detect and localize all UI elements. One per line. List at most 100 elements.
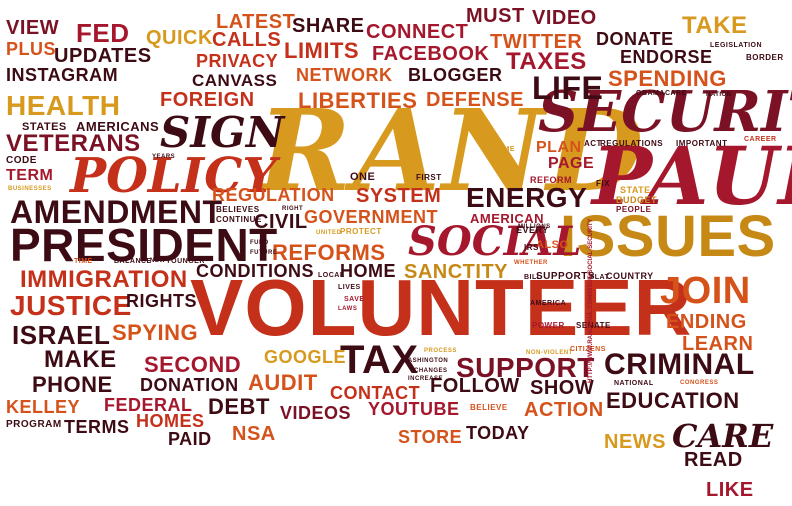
word-term: TERM: [6, 167, 54, 184]
word-also: ALSO: [536, 239, 569, 251]
word-millions: MILLIONS: [518, 224, 551, 230]
word-sanctity: SANCTITY: [404, 261, 508, 283]
word-act: ACT: [584, 139, 602, 148]
word-videos: VIDEOS: [280, 403, 352, 423]
word-congress: CONGRESS: [680, 380, 719, 386]
word-updates: UPDATES: [54, 45, 152, 67]
word-people: PEOPLE: [616, 205, 652, 214]
word-show: SHOW: [530, 377, 595, 399]
word-system: SYSTEM: [356, 185, 442, 207]
word-obamacare: OBAMACARE: [636, 90, 687, 97]
word-endorse: ENDORSE: [620, 47, 713, 67]
word-spending: SPENDING: [608, 66, 727, 91]
word-debt: DEBT: [208, 394, 270, 419]
word-states: STATES: [22, 121, 67, 133]
word-today: TODAY: [466, 423, 530, 443]
word-phone: PHONE: [32, 372, 113, 397]
word-health: HEALTH: [6, 90, 121, 121]
word-support: SUPPORT: [456, 352, 595, 383]
word-view: VIEW: [6, 17, 60, 39]
word-fix: FIX: [596, 179, 610, 188]
word-regulations: REGULATIONS: [600, 139, 664, 148]
word-limits: LIMITS: [284, 38, 360, 63]
word-join: JOIN: [660, 270, 751, 312]
word-civil: CIVIL: [254, 211, 308, 233]
word-sign: SIGN: [160, 108, 285, 157]
word-united: UNITED: [316, 230, 342, 236]
word-citizens: CITIZENS: [570, 346, 606, 353]
word-president: PRESIDENT: [10, 219, 278, 271]
word-national: NATIONAL: [614, 380, 654, 387]
word-right: RIGHT: [282, 206, 304, 212]
word-read: READ: [684, 449, 743, 471]
word-rights: RIGHTS: [126, 291, 198, 311]
word-fund: FUND: [250, 240, 269, 246]
word-must: MUST: [466, 5, 525, 27]
word-reforms: REFORMS: [272, 240, 386, 265]
word-google: GOOGLE: [264, 347, 347, 367]
word-news: NEWS: [604, 431, 666, 453]
word-plus: PLUS: [6, 39, 57, 59]
word-energy: ENERGY: [466, 182, 588, 213]
word-budget: BUDGET: [616, 195, 657, 205]
word-network: NETWORK: [296, 65, 393, 85]
word-plan: PLAN: [536, 139, 582, 156]
word-american: AMERICAN: [470, 211, 545, 226]
word-criminal: CRIMINAL: [604, 348, 755, 381]
word-washington: WASHINGTON: [402, 358, 449, 364]
word-israel: ISRAEL: [12, 320, 111, 350]
word-donate: DONATE: [596, 29, 674, 49]
word-veterans: VETERANS: [6, 130, 141, 157]
word-instagram: INSTAGRAM: [6, 65, 119, 85]
word-blogger: BLOGGER: [408, 65, 503, 85]
word-learn: LEARN: [682, 333, 754, 355]
word-one: ONE: [350, 171, 376, 183]
word-life: LIFE: [532, 70, 604, 106]
word-facebook: FACEBOOK: [372, 43, 490, 65]
word-fed: FED: [76, 18, 130, 48]
word-supports: SUPPORTS: [536, 271, 596, 282]
word-taxes: TAXES: [506, 48, 587, 75]
word-paid: PAID: [168, 429, 212, 449]
word-amendment: AMENDMENT: [10, 194, 223, 230]
word-justice: JUSTICE: [10, 290, 132, 321]
word-save: SAVE: [344, 296, 365, 303]
word-process: PROCESS: [424, 348, 457, 354]
word-state: STATE: [620, 185, 651, 195]
word-nsa: NSA: [232, 423, 276, 445]
word-policy: POLICY: [70, 148, 277, 204]
word-calls: CALLS: [212, 29, 282, 51]
word-immigration: IMMIGRATION: [20, 266, 188, 293]
word-homes: HOMES: [136, 411, 205, 431]
word-businesses: BUSINESSES: [8, 186, 52, 192]
word-spying: SPYING: [112, 320, 199, 345]
word-audit: AUDIT: [248, 370, 318, 395]
word-irs: IRS: [524, 243, 539, 252]
word-defense: DEFENSE: [426, 89, 524, 111]
word-like: LIKE: [706, 479, 754, 501]
word-lives: LIVES: [338, 284, 361, 291]
word-share: SHARE: [292, 15, 365, 37]
word-connect: CONNECT: [366, 21, 469, 43]
word-protect: PROTECT: [340, 227, 382, 236]
word-page: PAGE: [548, 155, 595, 172]
word-make: MAKE: [44, 346, 117, 373]
word-first: FIRST: [416, 173, 442, 182]
word-important: IMPORTANT: [676, 139, 728, 148]
word-code: CODE: [6, 155, 37, 166]
word-tax: TAX: [340, 338, 419, 382]
word-laws: LAWS: [338, 306, 358, 312]
word-follow: FOLLOW: [430, 375, 520, 397]
word-career: CAREER: [744, 136, 777, 143]
word-federal: FEDERAL: [104, 395, 193, 415]
word-americans: AMERICANS: [76, 119, 160, 134]
word-twitter: TWITTER: [490, 31, 583, 53]
word-changes: CHANGES: [414, 368, 448, 374]
word-local: LOCAL: [318, 272, 345, 279]
word-believe: BELIEVE: [470, 403, 508, 412]
word-action: ACTION: [524, 399, 604, 421]
word-new: NEW: [150, 258, 166, 264]
word-canvass: CANVASS: [192, 71, 278, 90]
word-conditions: CONDITIONS: [196, 261, 315, 281]
